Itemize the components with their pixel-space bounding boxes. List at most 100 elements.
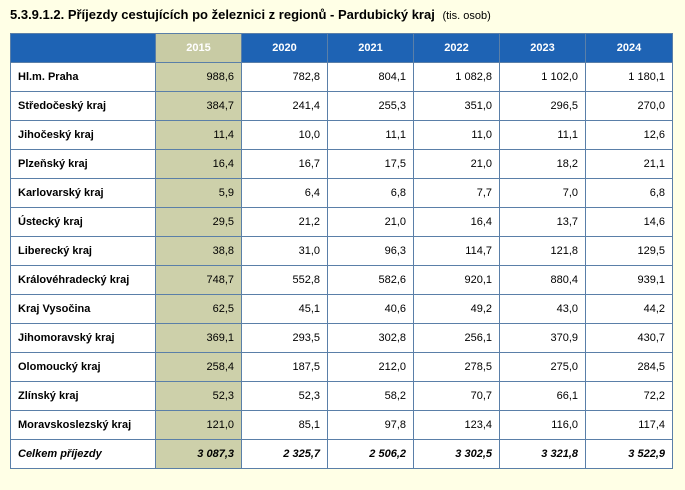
value-cell: 6,4 <box>241 178 328 208</box>
value-cell: 6,8 <box>585 178 673 208</box>
column-header: 2024 <box>585 33 673 63</box>
value-cell: 40,6 <box>327 294 414 324</box>
total-value-cell: 3 302,5 <box>413 439 500 469</box>
header-row: 2015 2020 2021 2022 2023 2024 <box>10 33 673 63</box>
value-cell: 66,1 <box>499 381 586 411</box>
value-cell: 11,0 <box>413 120 500 150</box>
value-cell: 96,3 <box>327 236 414 266</box>
value-cell: 10,0 <box>241 120 328 150</box>
value-cell: 582,6 <box>327 265 414 295</box>
value-cell: 16,7 <box>241 149 328 179</box>
region-name: Královéhradecký kraj <box>10 265 156 295</box>
table-body: Hl.m. Praha 988,6 782,8 804,1 1 082,8 1 102,0… <box>10 62 673 469</box>
value-cell: 38,8 <box>155 236 242 266</box>
table-row: Olomoucký kraj 258,4 187,5 212,0 278,5 275,0 2… <box>10 352 673 382</box>
value-cell: 7,0 <box>499 178 586 208</box>
total-row: Celkem příjezdy 3 087,3 2 325,7 2 506,2 3 30… <box>10 439 673 469</box>
value-cell: 11,1 <box>499 120 586 150</box>
value-cell: 296,5 <box>499 91 586 121</box>
value-cell: 43,0 <box>499 294 586 324</box>
title-unit: (tis. osob) <box>442 10 491 22</box>
arrivals-table: 2015 2020 2021 2022 2023 2024 Hl.m. Prah… <box>10 33 673 469</box>
value-cell: 212,0 <box>327 352 414 382</box>
value-cell: 52,3 <box>155 381 242 411</box>
value-cell: 7,7 <box>413 178 500 208</box>
region-name: Plzeňský kraj <box>10 149 156 179</box>
total-value-cell: 2 506,2 <box>327 439 414 469</box>
total-value-cell: 3 321,8 <box>499 439 586 469</box>
value-cell: 16,4 <box>155 149 242 179</box>
value-cell: 85,1 <box>241 410 328 440</box>
value-cell: 275,0 <box>499 352 586 382</box>
value-cell: 5,9 <box>155 178 242 208</box>
table-row: Královéhradecký kraj 748,7 552,8 582,6 920,1… <box>10 265 673 295</box>
region-name: Moravskoslezský kraj <box>10 410 156 440</box>
table-row: Ústecký kraj 29,5 21,2 21,0 16,4 13,7 14,6 <box>10 207 673 237</box>
value-cell: 748,7 <box>155 265 242 295</box>
value-cell: 21,1 <box>585 149 673 179</box>
table-row: Liberecký kraj 38,8 31,0 96,3 114,7 121,8 129,… <box>10 236 673 266</box>
value-cell: 116,0 <box>499 410 586 440</box>
value-cell: 258,4 <box>155 352 242 382</box>
value-cell: 804,1 <box>327 62 414 92</box>
total-value-cell: 3 522,9 <box>585 439 673 469</box>
region-name: Hl.m. Praha <box>10 62 156 92</box>
region-name: Kraj Vysočina <box>10 294 156 324</box>
region-name: Karlovarský kraj <box>10 178 156 208</box>
value-cell: 21,0 <box>413 149 500 179</box>
table-row: Jihočeský kraj 11,4 10,0 11,1 11,0 11,1 12,6 <box>10 120 673 150</box>
region-name: Ústecký kraj <box>10 207 156 237</box>
value-cell: 52,3 <box>241 381 328 411</box>
value-cell: 49,2 <box>413 294 500 324</box>
value-cell: 31,0 <box>241 236 328 266</box>
column-header: 2020 <box>241 33 328 63</box>
value-cell: 62,5 <box>155 294 242 324</box>
region-name: Jihomoravský kraj <box>10 323 156 353</box>
column-header: 2022 <box>413 33 500 63</box>
value-cell: 430,7 <box>585 323 673 353</box>
value-cell: 939,1 <box>585 265 673 295</box>
value-cell: 13,7 <box>499 207 586 237</box>
value-cell: 18,2 <box>499 149 586 179</box>
value-cell: 293,5 <box>241 323 328 353</box>
value-cell: 14,6 <box>585 207 673 237</box>
total-value-cell: 2 325,7 <box>241 439 328 469</box>
value-cell: 920,1 <box>413 265 500 295</box>
value-cell: 187,5 <box>241 352 328 382</box>
value-cell: 21,2 <box>241 207 328 237</box>
region-name: Středočeský kraj <box>10 91 156 121</box>
value-cell: 44,2 <box>585 294 673 324</box>
value-cell: 29,5 <box>155 207 242 237</box>
table-row: Kraj Vysočina 62,5 45,1 40,6 49,2 43,0 44,2 <box>10 294 673 324</box>
column-header: 2015 <box>155 33 242 63</box>
region-name: Olomoucký kraj <box>10 352 156 382</box>
value-cell: 11,1 <box>327 120 414 150</box>
value-cell: 782,8 <box>241 62 328 92</box>
total-label: Celkem příjezdy <box>10 439 156 469</box>
value-cell: 121,8 <box>499 236 586 266</box>
value-cell: 278,5 <box>413 352 500 382</box>
value-cell: 255,3 <box>327 91 414 121</box>
value-cell: 302,8 <box>327 323 414 353</box>
value-cell: 129,5 <box>585 236 673 266</box>
table-row: Středočeský kraj 384,7 241,4 255,3 351,0 296,… <box>10 91 673 121</box>
value-cell: 11,4 <box>155 120 242 150</box>
value-cell: 72,2 <box>585 381 673 411</box>
value-cell: 117,4 <box>585 410 673 440</box>
value-cell: 6,8 <box>327 178 414 208</box>
value-cell: 21,0 <box>327 207 414 237</box>
value-cell: 351,0 <box>413 91 500 121</box>
value-cell: 880,4 <box>499 265 586 295</box>
value-cell: 284,5 <box>585 352 673 382</box>
table-row: Karlovarský kraj 5,9 6,4 6,8 7,7 7,0 6,8 <box>10 178 673 208</box>
value-cell: 121,0 <box>155 410 242 440</box>
table-row: Hl.m. Praha 988,6 782,8 804,1 1 082,8 1 102,0… <box>10 62 673 92</box>
column-header: 2023 <box>499 33 586 63</box>
table-row: Plzeňský kraj 16,4 16,7 17,5 21,0 18,2 21,1 <box>10 149 673 179</box>
value-cell: 369,1 <box>155 323 242 353</box>
value-cell: 16,4 <box>413 207 500 237</box>
value-cell: 370,9 <box>499 323 586 353</box>
value-cell: 58,2 <box>327 381 414 411</box>
value-cell: 1 180,1 <box>585 62 673 92</box>
table-row: Jihomoravský kraj 369,1 293,5 302,8 256,1 370… <box>10 323 673 353</box>
